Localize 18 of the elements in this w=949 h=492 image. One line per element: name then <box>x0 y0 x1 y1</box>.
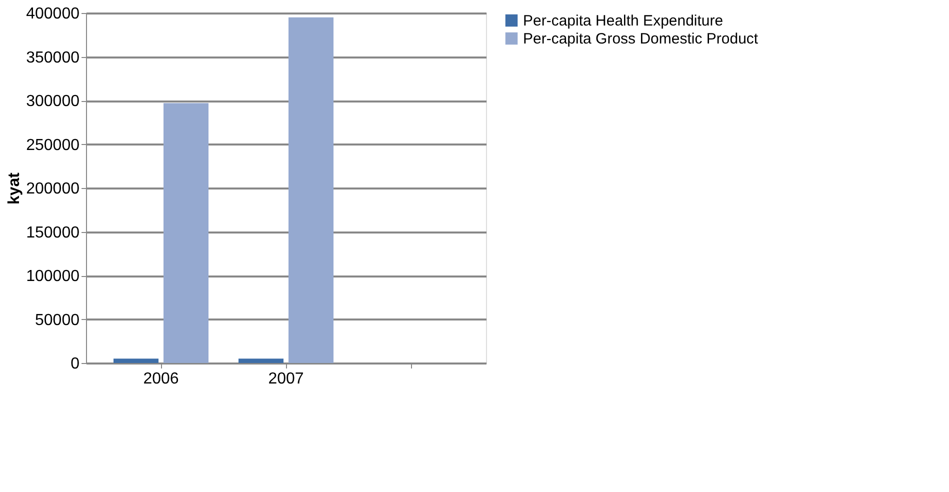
x-tick-label: 2007 <box>268 370 304 388</box>
y-tick-label: 200000 <box>26 180 80 198</box>
y-tick-label: 150000 <box>26 224 80 242</box>
y-tick-label: 0 <box>70 356 80 372</box>
y-tick-label: 300000 <box>26 93 80 110</box>
y-tick-label: 400000 <box>26 6 80 22</box>
bar <box>164 103 208 363</box>
y-tick-label: 350000 <box>26 49 80 66</box>
y-axis-title: kyat <box>6 172 24 205</box>
y-tick-label: 100000 <box>26 268 80 285</box>
bar <box>114 358 158 363</box>
x-tick-label: 2006 <box>143 370 179 388</box>
y-tick-label: 50000 <box>35 312 80 329</box>
y-tick-label: 250000 <box>26 136 80 154</box>
legend-label: Per-capita Gross Domestic Product <box>523 30 759 48</box>
legend-label: Per-capita Health Expenditure <box>523 12 724 30</box>
bar <box>238 358 284 363</box>
bar <box>288 17 334 363</box>
